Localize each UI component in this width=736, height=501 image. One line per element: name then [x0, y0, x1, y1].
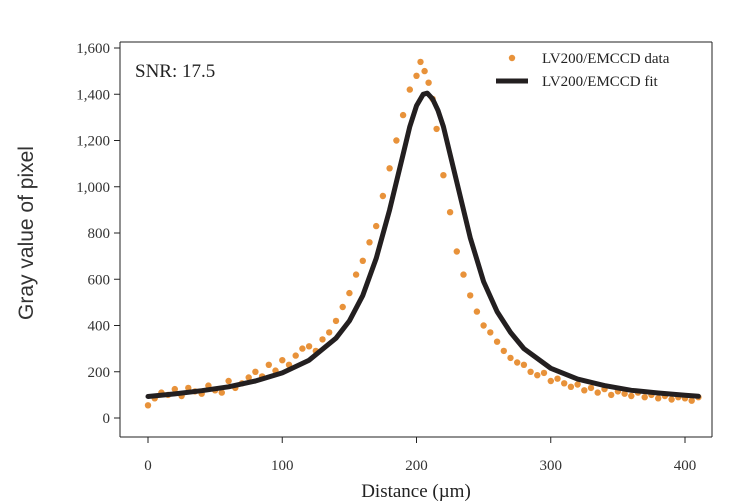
- data-point: [171, 385, 178, 393]
- data-point: [587, 384, 595, 392]
- data-point: [527, 368, 534, 375]
- data-point: [608, 391, 615, 399]
- data-point: [185, 384, 192, 392]
- data-point: [359, 257, 366, 264]
- fit-curve: [145, 90, 701, 399]
- x-tick-label: 300: [540, 458, 563, 474]
- data-point: [514, 359, 521, 366]
- data-point: [500, 347, 507, 355]
- data-point: [561, 380, 568, 387]
- data-point: [393, 137, 400, 144]
- y-tick-label: 200: [88, 365, 111, 381]
- data-point: [493, 338, 501, 345]
- data-point: [421, 67, 428, 75]
- x-axis-label: Distance (µm): [361, 481, 471, 501]
- data-point: [245, 374, 252, 381]
- x-axis-ticks: 0 100 200 300 400: [144, 437, 696, 474]
- data-point: [554, 375, 561, 382]
- data-point: [305, 343, 313, 350]
- y-tick-label: 600: [88, 272, 111, 288]
- data-point: [507, 354, 514, 362]
- data-point: [581, 387, 588, 394]
- data-point: [446, 209, 454, 216]
- x-tick-label: 0: [144, 458, 152, 474]
- data-point: [218, 389, 225, 396]
- y-axis-ticks: 0 200 400 600 800 1,000 1,200 1,400 1,600: [76, 41, 120, 427]
- x-tick-label: 100: [271, 458, 294, 474]
- fit-series-line: [145, 90, 701, 399]
- legend-data-label: LV200/EMCCD data: [542, 51, 670, 67]
- y-tick-label: 1,600: [76, 41, 110, 57]
- legend: LV200/EMCCD data LV200/EMCCD fit: [496, 51, 670, 90]
- data-point: [460, 271, 467, 278]
- data-point: [299, 345, 306, 352]
- y-tick-label: 1,000: [76, 180, 110, 196]
- plot-frame: [119, 41, 713, 438]
- data-point: [352, 271, 360, 278]
- data-point: [534, 372, 541, 379]
- data-point: [655, 395, 662, 402]
- data-point: [467, 292, 474, 299]
- data-point: [547, 377, 554, 385]
- data-point: [487, 329, 494, 336]
- data-point: [252, 368, 259, 375]
- data-point: [480, 322, 487, 329]
- data-point: [279, 357, 286, 364]
- data-point: [399, 111, 407, 119]
- y-tick-label: 800: [88, 226, 111, 242]
- data-point: [379, 192, 387, 200]
- data-point: [641, 394, 648, 401]
- data-point: [413, 72, 420, 80]
- data-point: [520, 361, 528, 368]
- scatter-series-data: [144, 58, 702, 409]
- y-axis-label: Gray value of pixel: [15, 146, 38, 320]
- x-tick-label: 400: [674, 458, 697, 474]
- legend-data-marker: [508, 54, 516, 62]
- data-point: [339, 303, 346, 311]
- data-point: [473, 308, 481, 315]
- data-point: [225, 377, 232, 385]
- data-point: [292, 352, 299, 359]
- data-point: [433, 125, 440, 133]
- data-point: [319, 336, 326, 343]
- data-point: [332, 317, 340, 325]
- y-tick-label: 400: [88, 319, 111, 335]
- data-point: [621, 390, 628, 397]
- data-point: [668, 396, 675, 403]
- data-point: [366, 239, 373, 246]
- snr-annotation: SNR: 17.5: [135, 61, 215, 82]
- x-tick-label: 200: [405, 458, 428, 474]
- data-point: [628, 392, 635, 400]
- data-point: [346, 289, 353, 297]
- data-point: [688, 397, 695, 404]
- data-point: [574, 381, 581, 388]
- data-point: [540, 369, 548, 377]
- data-point: [453, 248, 460, 255]
- data-point: [406, 86, 413, 93]
- legend-fit-label: LV200/EMCCD fit: [542, 74, 659, 90]
- data-point: [373, 222, 380, 230]
- data-point: [567, 383, 575, 390]
- data-point: [144, 402, 152, 409]
- data-point: [594, 389, 601, 396]
- y-tick-label: 1,200: [76, 134, 110, 150]
- data-point: [265, 361, 272, 368]
- y-tick-label: 1,400: [76, 87, 110, 103]
- data-point: [425, 79, 432, 86]
- data-point: [440, 172, 447, 179]
- data-point: [417, 58, 424, 66]
- data-point: [386, 165, 393, 172]
- data-point: [326, 329, 333, 336]
- y-tick-label: 0: [103, 411, 111, 427]
